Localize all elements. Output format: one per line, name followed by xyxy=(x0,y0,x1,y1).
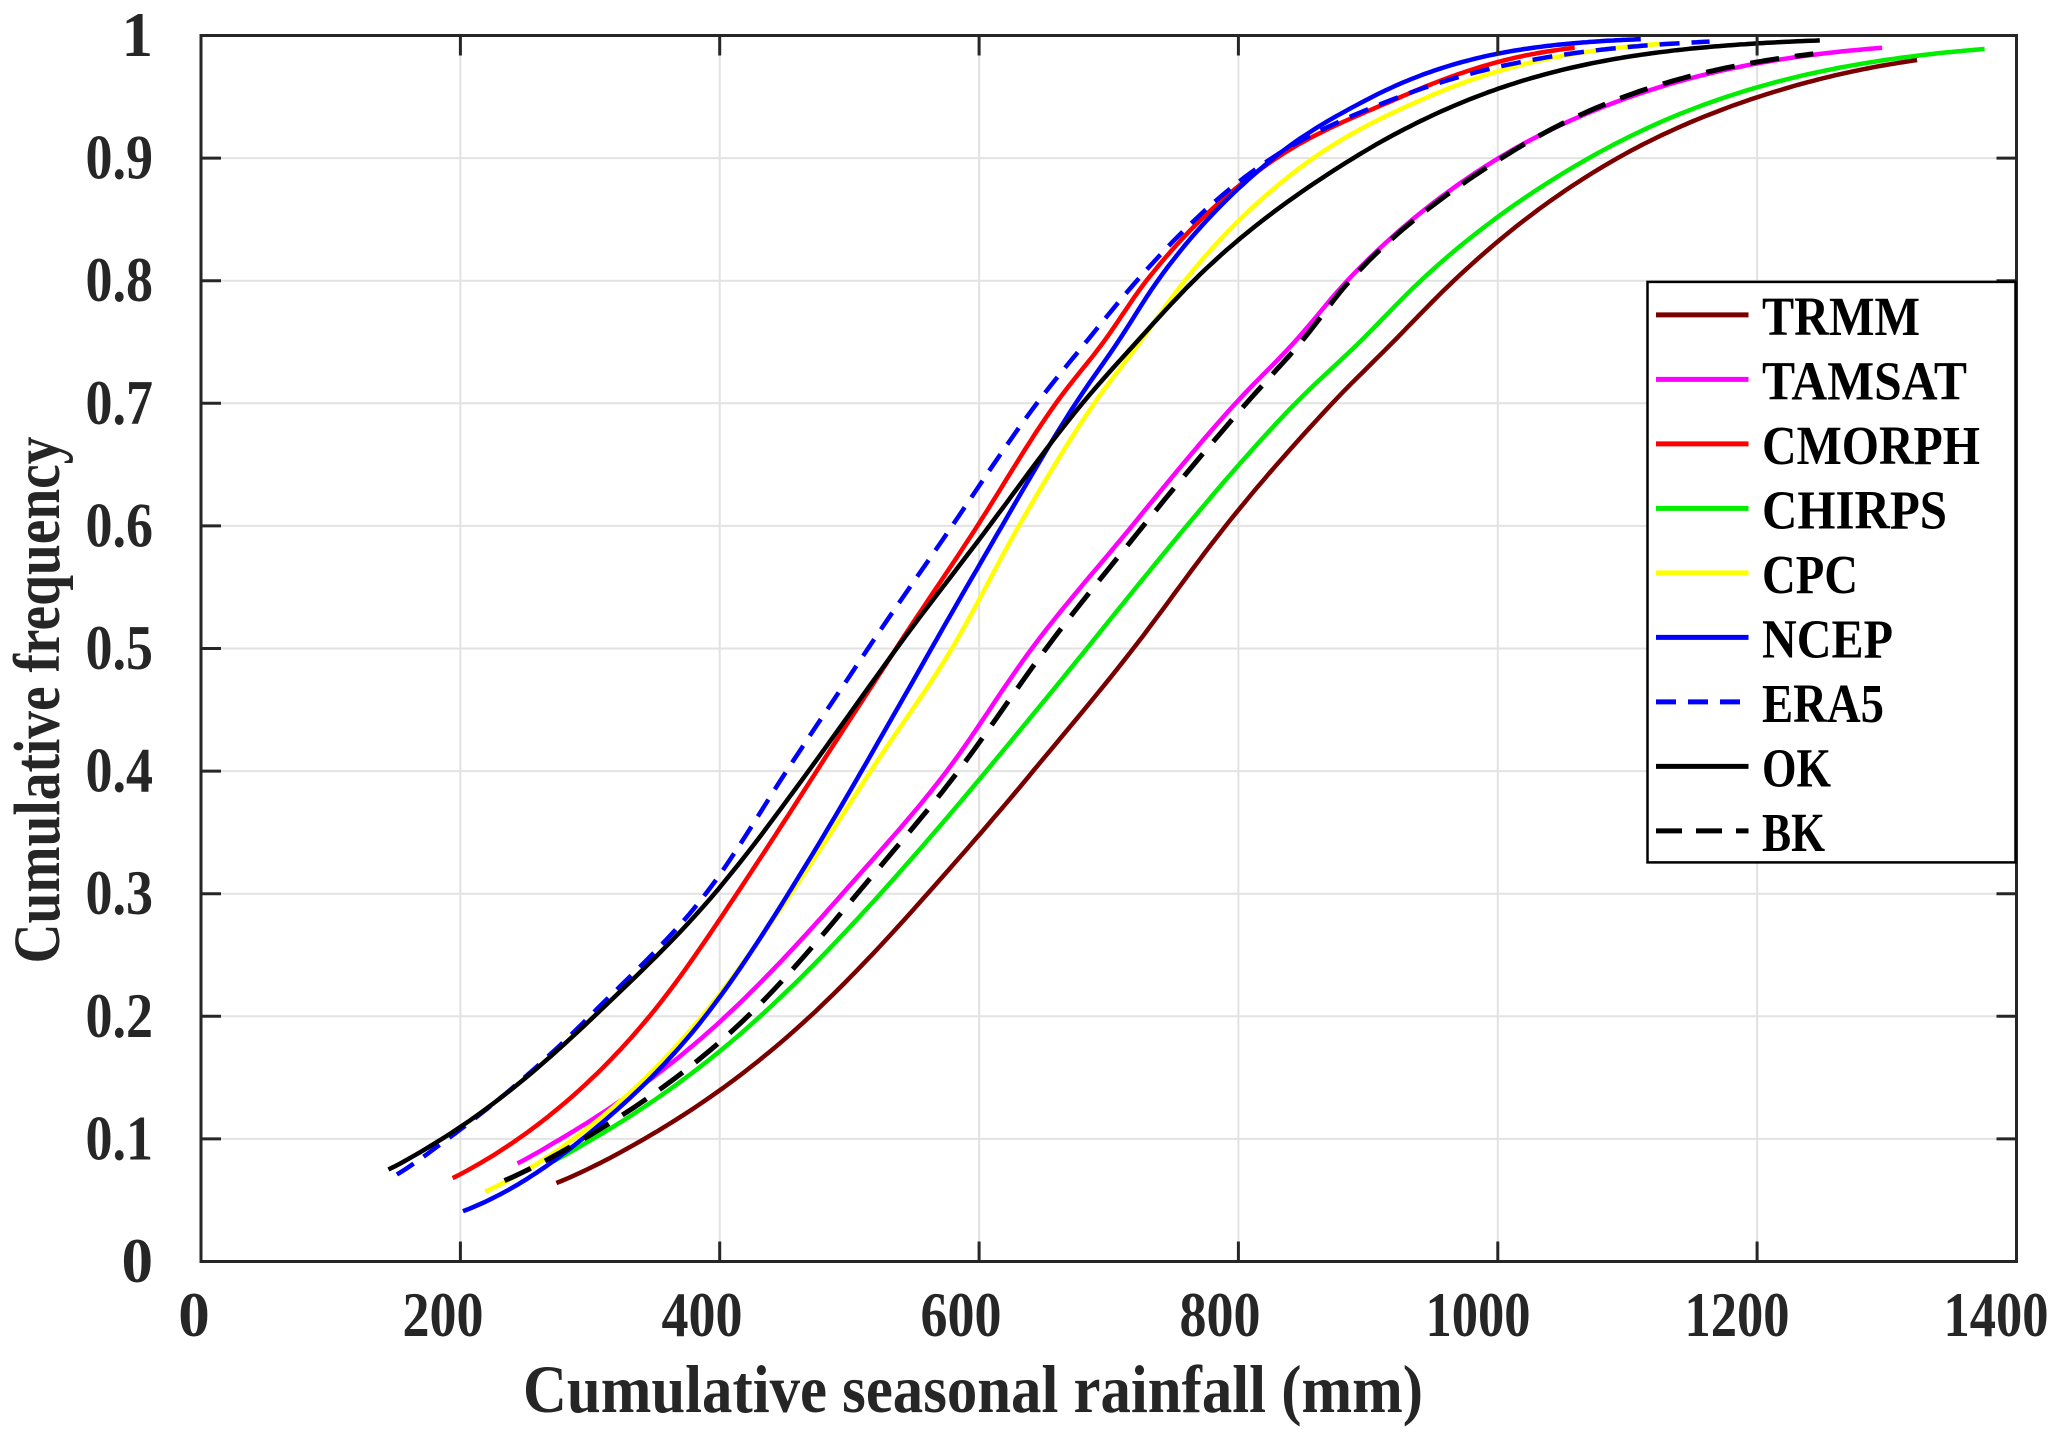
svg-text:CPC: CPC xyxy=(1762,544,1858,605)
svg-text:0.4: 0.4 xyxy=(86,736,154,806)
svg-text:800: 800 xyxy=(1180,1280,1261,1350)
svg-text:0.3: 0.3 xyxy=(86,858,154,928)
svg-text:TAMSAT: TAMSAT xyxy=(1762,350,1967,411)
svg-text:1: 1 xyxy=(122,0,154,70)
svg-text:0: 0 xyxy=(122,1226,154,1296)
svg-text:BK: BK xyxy=(1762,802,1825,863)
svg-text:OK: OK xyxy=(1762,737,1831,798)
svg-text:0.8: 0.8 xyxy=(86,245,154,315)
svg-text:400: 400 xyxy=(662,1280,743,1350)
svg-text:600: 600 xyxy=(921,1280,1002,1350)
svg-text:1000: 1000 xyxy=(1426,1280,1531,1350)
svg-text:CHIRPS: CHIRPS xyxy=(1762,479,1947,540)
svg-text:0.1: 0.1 xyxy=(86,1103,154,1173)
svg-text:0.6: 0.6 xyxy=(86,490,154,560)
svg-text:ERA5: ERA5 xyxy=(1762,673,1884,734)
svg-text:200: 200 xyxy=(403,1280,484,1350)
svg-text:TRMM: TRMM xyxy=(1762,286,1920,347)
svg-text:1200: 1200 xyxy=(1685,1280,1790,1350)
svg-text:0.9: 0.9 xyxy=(86,123,154,193)
svg-text:1400: 1400 xyxy=(1944,1280,2049,1350)
svg-text:Cumulative frequency: Cumulative frequency xyxy=(1,437,74,964)
svg-text:NCEP: NCEP xyxy=(1762,608,1893,669)
svg-text:CMORPH: CMORPH xyxy=(1762,415,1980,476)
svg-text:0.7: 0.7 xyxy=(86,368,154,438)
svg-text:0: 0 xyxy=(178,1280,210,1350)
svg-text:0.2: 0.2 xyxy=(86,981,154,1051)
svg-text:0.5: 0.5 xyxy=(86,613,154,683)
svg-text:Cumulative seasonal rainfall (: Cumulative seasonal rainfall (mm) xyxy=(523,1351,1423,1427)
